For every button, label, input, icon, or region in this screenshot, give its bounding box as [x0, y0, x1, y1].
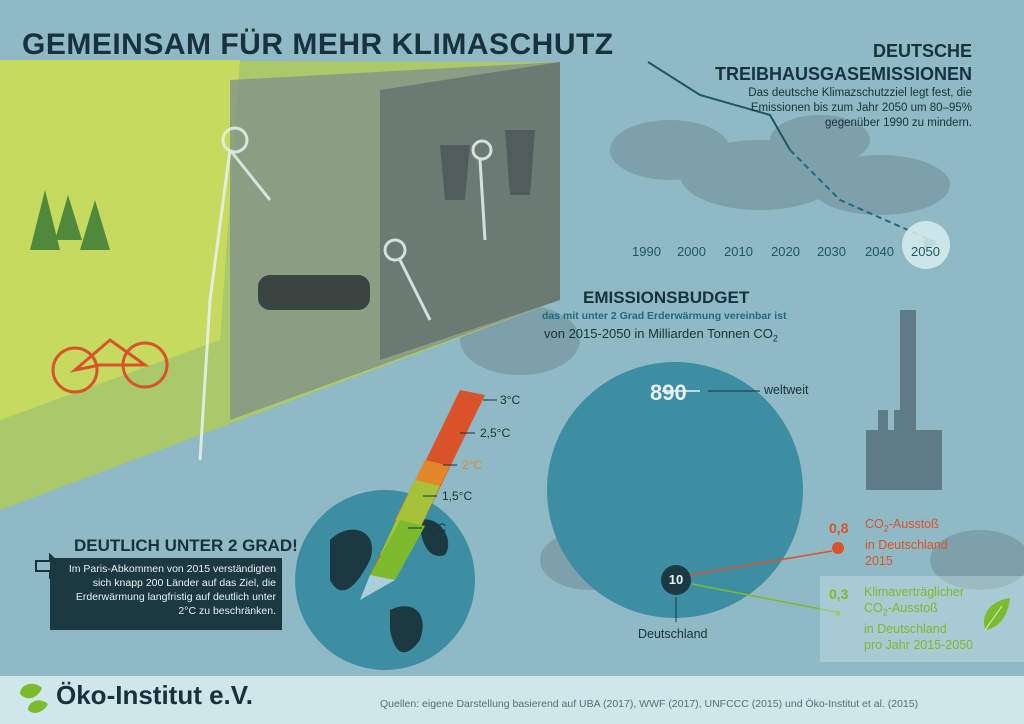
year-label: 1990	[632, 244, 661, 259]
paris-text-box	[50, 558, 282, 630]
factory-icon	[866, 310, 942, 490]
thermometer-bar	[360, 390, 485, 600]
year-label: 2010	[724, 244, 753, 259]
temp-label-highlight: 2°C	[462, 458, 483, 472]
emission-target-line	[789, 149, 936, 243]
world-budget-value: 890	[650, 380, 687, 405]
temp-label: 2,5°C	[480, 426, 511, 440]
germany-budget-value: 10	[668, 572, 684, 587]
co2-2015-text: CO2-Ausstoß in Deutschland 2015	[865, 517, 948, 568]
footer-bar	[0, 676, 1024, 724]
page-title: GEMEINSAM FÜR MEHR KLIMASCHUTZ	[22, 28, 614, 61]
temp-label: 1°C	[426, 521, 447, 535]
leaf-icon	[984, 598, 1010, 631]
temp-label: 3°C	[500, 393, 521, 407]
year-label: 2020	[771, 244, 800, 259]
climate-co2-value: 0,3	[829, 586, 849, 602]
emissions-description: Das deutsche Klimazschutzziel legt fest,…	[748, 87, 972, 129]
world-budget-circle	[547, 362, 803, 618]
temp-label: 1,5°C	[442, 489, 473, 503]
year-label: 2030	[817, 244, 846, 259]
emissions-title-line1: DEUTSCHE	[872, 41, 972, 61]
budget-title: EMISSIONSBUDGET	[583, 288, 750, 307]
emissions-title-line2: TREIBHAUSGASEMISSIONEN	[714, 64, 972, 84]
budget-unit: von 2015-2050 in Milliarden Tonnen CO2	[544, 326, 778, 344]
co2-2015-dot	[832, 542, 844, 554]
budget-subtitle: das mit unter 2 Grad Erderwärmung verein…	[542, 310, 787, 322]
world-budget-label: weltweit	[764, 383, 809, 397]
year-label: 2000	[677, 244, 706, 259]
germany-budget-circle	[661, 565, 691, 595]
climate-co2-dot	[835, 610, 841, 616]
emission-trend-line	[647, 61, 791, 151]
germany-budget-label: Deutschland	[638, 627, 708, 641]
sources-text: Quellen: eigene Darstellung basierend au…	[380, 698, 919, 710]
emissions-title: DEUTSCHE TREIBHAUSGASEMISSIONEN	[715, 40, 972, 86]
paris-text: Im Paris-Abkommen von 2015 verständigten…	[68, 563, 276, 617]
paris-title: DEUTLICH UNTER 2 GRAD!	[74, 536, 298, 555]
logo-mark-icon	[20, 683, 48, 713]
year-label: 2040	[865, 244, 894, 259]
year-label: 2050	[911, 244, 940, 259]
climate-co2-text: Klimaverträglicher CO2-Ausstoß in Deutsc…	[864, 585, 974, 652]
co2-2015-value: 0,8	[829, 520, 849, 536]
logo-text[interactable]: Öko-Institut e.V.	[56, 680, 253, 710]
